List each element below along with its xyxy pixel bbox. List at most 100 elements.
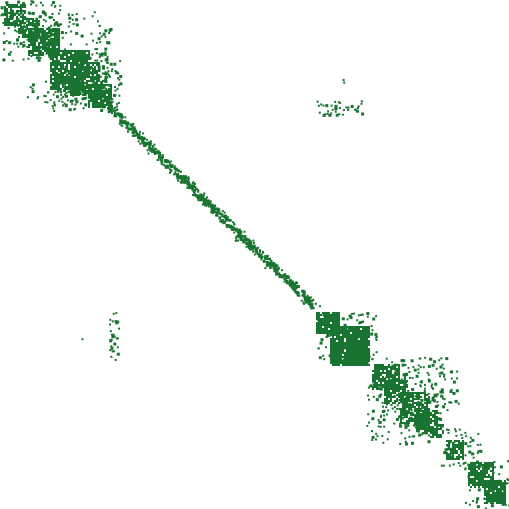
nonzero-cell: [54, 60, 56, 62]
nonzero-marker: [447, 431, 450, 434]
diagonal-marker: [194, 182, 196, 185]
nonzero-cell: [330, 340, 332, 342]
nonzero-cell: [494, 484, 496, 486]
nonzero-marker: [47, 38, 50, 41]
nonzero-marker: [49, 99, 52, 102]
nonzero-cell: [38, 52, 40, 54]
diagonal-marker: [243, 235, 247, 239]
nonzero-cell: [340, 326, 342, 328]
nonzero-marker: [464, 454, 467, 457]
nonzero-cell: [462, 440, 464, 442]
diagonal-marker: [239, 239, 242, 241]
nonzero-cell: [354, 334, 356, 336]
nonzero-cell: [404, 414, 406, 416]
nonzero-marker: [419, 357, 422, 360]
nonzero-cell: [58, 42, 60, 44]
diagonal-marker: [146, 138, 149, 141]
nonzero-cell: [484, 494, 486, 496]
nonzero-marker: [15, 11, 19, 15]
nonzero-marker: [322, 313, 326, 317]
nonzero-marker: [5, 14, 8, 16]
nonzero-cell: [40, 54, 42, 56]
nonzero-cell: [74, 72, 76, 74]
nonzero-marker: [110, 70, 113, 73]
nonzero-cell: [404, 392, 406, 394]
nonzero-cell: [346, 326, 348, 328]
nonzero-cell: [48, 42, 50, 44]
diagonal-marker: [155, 148, 158, 151]
nonzero-cell: [338, 326, 340, 328]
nonzero-cell: [400, 382, 402, 384]
nonzero-cell: [36, 46, 38, 48]
nonzero-marker: [411, 435, 414, 438]
nonzero-cell: [96, 106, 98, 108]
nonzero-cell: [360, 332, 362, 334]
nonzero-marker: [366, 312, 370, 315]
nonzero-cell: [64, 78, 66, 80]
nonzero-marker: [92, 39, 94, 42]
nonzero-cell: [84, 72, 86, 74]
nonzero-cell: [354, 354, 356, 356]
nonzero-marker: [465, 501, 467, 504]
diagonal-marker: [203, 192, 206, 195]
nonzero-cell: [326, 320, 328, 322]
nonzero-cell: [72, 76, 74, 78]
nonzero-marker: [331, 313, 334, 317]
nonzero-cell: [422, 428, 424, 430]
nonzero-cell: [56, 52, 58, 54]
nonzero-cell: [496, 486, 498, 488]
diagonal-marker: [139, 142, 142, 145]
nonzero-cell: [346, 330, 348, 332]
nonzero-cell: [352, 356, 354, 358]
nonzero-cell: [476, 470, 478, 472]
nonzero-cell: [400, 408, 402, 410]
diagonal-marker: [187, 176, 190, 179]
nonzero-cell: [352, 344, 354, 346]
nonzero-cell: [496, 498, 498, 500]
diagonal-marker: [212, 204, 216, 208]
nonzero-cell: [398, 402, 400, 404]
nonzero-marker: [95, 52, 98, 55]
nonzero-cell: [78, 54, 80, 56]
nonzero-cell: [354, 326, 356, 328]
nonzero-cell: [56, 44, 58, 46]
nonzero-cell: [468, 482, 470, 484]
nonzero-cell: [486, 496, 488, 498]
nonzero-cell: [364, 344, 366, 346]
nonzero-marker: [60, 93, 63, 96]
nonzero-marker: [471, 438, 475, 442]
nonzero-marker: [348, 314, 352, 318]
nonzero-cell: [380, 368, 382, 370]
nonzero-cell: [78, 88, 80, 90]
diagonal-marker: [202, 194, 205, 197]
diagonal-marker: [159, 158, 163, 161]
nonzero-cell: [490, 486, 492, 488]
nonzero-cell: [406, 414, 408, 416]
nonzero-cell: [480, 470, 482, 472]
nonzero-cell: [364, 362, 366, 364]
nonzero-marker: [413, 424, 415, 427]
nonzero-cell: [322, 318, 324, 320]
nonzero-cell: [342, 352, 344, 354]
nonzero-marker: [375, 438, 377, 441]
nonzero-cell: [398, 396, 400, 398]
nonzero-cell: [348, 332, 350, 334]
nonzero-marker: [61, 31, 64, 34]
nonzero-cell: [458, 456, 460, 458]
diagonal-marker: [265, 261, 268, 263]
nonzero-cell: [66, 76, 68, 78]
nonzero-cell: [20, 16, 22, 18]
diagonal-marker: [157, 150, 160, 152]
nonzero-cell: [492, 484, 494, 486]
nonzero-cell: [58, 36, 60, 38]
nonzero-cell: [4, 8, 6, 10]
nonzero-cell: [452, 446, 454, 448]
nonzero-marker: [16, 38, 19, 41]
nonzero-cell: [94, 90, 96, 92]
nonzero-cell: [360, 338, 362, 340]
nonzero-cell: [332, 336, 334, 338]
nonzero-cell: [496, 482, 498, 484]
nonzero-cell: [36, 24, 38, 26]
nonzero-cell: [36, 54, 38, 56]
diagonal-marker: [143, 144, 147, 147]
